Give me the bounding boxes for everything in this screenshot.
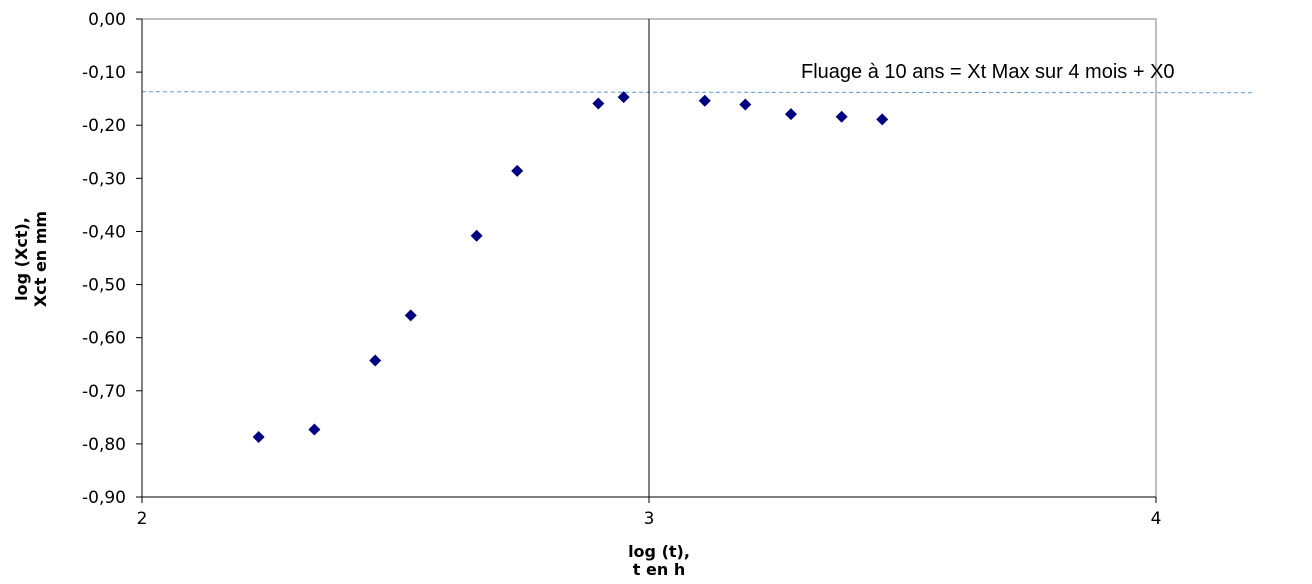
y-axis-title-line1: log (Xct), — [12, 217, 31, 301]
y-tick-label: -0,40 — [82, 222, 126, 242]
data-point — [739, 98, 752, 111]
x-tick-label: 4 — [1151, 509, 1162, 529]
y-tick-label: -0,70 — [82, 382, 126, 402]
y-tick-label: -0,20 — [82, 116, 126, 136]
y-tick-label: -0,90 — [82, 488, 126, 508]
data-point — [308, 423, 321, 436]
y-tick-label: -0,50 — [82, 276, 126, 296]
data-point — [784, 108, 797, 121]
y-tick-label: -0,80 — [82, 435, 126, 455]
y-tick-label: -0,60 — [82, 329, 126, 349]
data-point — [835, 110, 848, 123]
data-point — [698, 94, 711, 107]
y-axis-title-line2: Xct en mm — [31, 211, 50, 307]
x-tick-label: 2 — [137, 509, 148, 529]
data-point — [404, 309, 417, 322]
data-point — [252, 430, 265, 443]
reference-hline — [141, 91, 1255, 94]
x-axis-title-line2: t en h — [633, 560, 685, 579]
y-tick-label: -0,30 — [82, 169, 126, 189]
data-point — [470, 229, 483, 242]
x-tick-label: 3 — [644, 509, 655, 529]
x-axis-ticks: 2 3 4 — [137, 497, 1162, 529]
data-point — [876, 113, 889, 126]
data-point — [369, 354, 382, 367]
data-point — [511, 164, 524, 177]
y-tick-label: -0,10 — [82, 63, 126, 83]
data-points — [252, 91, 889, 443]
y-tick-label: 0,00 — [88, 10, 126, 30]
y-axis-ticks: 0,00 -0,10 -0,20 -0,30 -0,40 -0,50 -0,60 -0,70 -… — [82, 10, 142, 508]
data-point — [617, 91, 630, 104]
x-axis-title-line1: log (t), — [628, 542, 690, 561]
data-point — [592, 97, 605, 110]
annotation-text: Fluage à 10 ans = Xt Max sur 4 mois + X0 — [801, 61, 1175, 83]
